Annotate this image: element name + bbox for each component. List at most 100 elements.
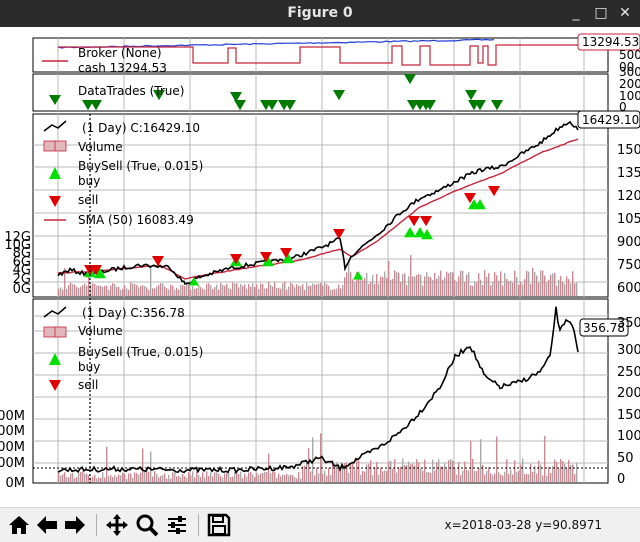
dow-volume-bar bbox=[510, 280, 512, 296]
nvda-volume-bar bbox=[210, 472, 212, 482]
nvda-volume-bar bbox=[308, 448, 310, 482]
dow-left-tick: 10G bbox=[4, 238, 31, 253]
nvda-volume-bar bbox=[284, 474, 286, 482]
minimize-button[interactable]: _ bbox=[572, 5, 580, 21]
nvda-volume-bar bbox=[420, 468, 422, 482]
dow-price-legend: (1 Day) C:16429.10 bbox=[82, 121, 200, 135]
forward-arrow-icon[interactable] bbox=[62, 512, 88, 538]
nvda-volume-bar bbox=[428, 472, 430, 482]
dow-volume-bar bbox=[530, 284, 532, 296]
dow-volume-bar bbox=[382, 277, 384, 296]
nvda-volume-bar bbox=[540, 464, 542, 482]
datatrades-panel[interactable] bbox=[32, 73, 609, 112]
dow-volume-bar bbox=[422, 285, 424, 296]
dow-volume-bar bbox=[166, 288, 168, 296]
dow-volume-bar bbox=[400, 281, 402, 296]
datatrades-tick: 0 bbox=[619, 100, 627, 114]
dow-volume-bar bbox=[212, 288, 214, 296]
nvda-volume-bar bbox=[270, 473, 272, 482]
nvda-volume-bar bbox=[256, 472, 258, 482]
dow-volume-bar bbox=[420, 274, 422, 296]
nvda-left-tick: 00M bbox=[0, 456, 25, 471]
dow-volume-bar bbox=[104, 286, 106, 296]
nvda-volume-bar bbox=[386, 470, 388, 482]
nvda-volume-bar bbox=[64, 472, 66, 482]
dow-right-tick: 120 bbox=[617, 189, 640, 204]
nvda-volume-bar bbox=[310, 471, 312, 482]
nvda-volume-bar bbox=[298, 472, 300, 482]
pan-icon[interactable] bbox=[104, 512, 130, 538]
nvda-right-tick: 250 bbox=[617, 365, 640, 380]
nvda-volume-legend: Volume bbox=[78, 324, 123, 338]
dow-volume-bar bbox=[92, 283, 94, 296]
dow-volume-bar bbox=[256, 284, 258, 296]
dow-volume-bar bbox=[94, 283, 96, 296]
datatrade-marker bbox=[284, 100, 296, 111]
dow-volume-bar bbox=[404, 273, 406, 296]
buy-marker bbox=[421, 229, 433, 240]
nvda-volume-bar bbox=[334, 464, 336, 482]
zoom-icon[interactable] bbox=[134, 512, 160, 538]
dow-volume-bar bbox=[78, 287, 80, 296]
nvda-buy-legend: buy bbox=[78, 360, 100, 374]
nvda-volume-bar bbox=[198, 475, 200, 482]
configure-subplots-icon[interactable] bbox=[164, 512, 190, 538]
dow-volume-bar bbox=[244, 284, 246, 296]
dow-volume-bar bbox=[506, 278, 508, 296]
close-button[interactable]: ✕ bbox=[619, 5, 631, 21]
dow-volume-bar bbox=[342, 285, 344, 296]
nvda-volume-bar bbox=[96, 478, 98, 482]
broker-panel[interactable] bbox=[32, 37, 609, 73]
dow-volume-bar bbox=[562, 282, 564, 296]
nvda-volume-bar bbox=[344, 462, 346, 482]
nvda-volume-bar bbox=[476, 471, 478, 482]
dow-volume-bar bbox=[366, 273, 368, 296]
dow-volume-bar bbox=[550, 274, 552, 296]
dow-volume-bar bbox=[194, 289, 196, 296]
nvda-volume-bar bbox=[112, 477, 114, 482]
datatrade-marker bbox=[266, 100, 278, 111]
nvda-panel[interactable] bbox=[32, 298, 609, 484]
nvda-volume-bar bbox=[374, 467, 376, 482]
nvda-volume-bar bbox=[156, 474, 158, 482]
home-icon[interactable] bbox=[6, 512, 32, 538]
dow-panel[interactable] bbox=[32, 113, 609, 298]
nvda-volume-bar bbox=[450, 459, 452, 482]
dow-volume-bar bbox=[288, 286, 290, 296]
nvda-volume-bar bbox=[490, 473, 492, 482]
dow-volume-bar bbox=[440, 270, 442, 296]
dow-volume-bar bbox=[358, 273, 360, 296]
maximize-button[interactable]: □ bbox=[594, 5, 608, 21]
dow-volume-bar bbox=[134, 284, 136, 296]
nvda-volume-bar bbox=[392, 468, 394, 482]
dow-volume-bar bbox=[384, 271, 386, 296]
save-icon[interactable] bbox=[206, 512, 232, 538]
dow-volume-bar bbox=[418, 273, 420, 296]
nvda-volume-bar bbox=[208, 476, 210, 482]
dow-volume-bar bbox=[472, 286, 474, 296]
broker-legend: Broker (None) bbox=[78, 46, 162, 60]
nvda-volume-bar bbox=[558, 468, 560, 482]
cash-legend: cash 13294.53 bbox=[78, 61, 167, 75]
nvda-volume-bar bbox=[514, 460, 516, 482]
back-arrow-icon[interactable] bbox=[34, 512, 60, 538]
nvda-volume-bar bbox=[566, 468, 568, 482]
dow-volume-bar bbox=[306, 282, 308, 296]
nvda-buysell-legend: BuySell (True, 0.015) bbox=[78, 345, 203, 359]
nvda-volume-bar bbox=[154, 471, 156, 482]
nvda-volume-bar bbox=[498, 472, 500, 482]
nvda-right-tick: 150 bbox=[617, 408, 640, 423]
cash-line bbox=[58, 44, 578, 66]
figure-canvas[interactable]: Broker (None) cash 13294.53 13294.53 500… bbox=[0, 27, 640, 507]
datatrade-marker bbox=[82, 100, 94, 111]
dow-volume-bar bbox=[110, 285, 112, 296]
datatrades-legend: DataTrades (True) bbox=[78, 84, 184, 98]
dow-volume-bar bbox=[340, 288, 342, 296]
nvda-volume-bar bbox=[564, 463, 566, 482]
dow-volume-bar bbox=[360, 275, 362, 296]
nvda-volume-bar bbox=[120, 475, 122, 482]
nvda-volume-bar bbox=[106, 446, 108, 482]
nvda-volume-bar bbox=[178, 476, 180, 482]
nvda-volume-bar bbox=[232, 476, 234, 482]
